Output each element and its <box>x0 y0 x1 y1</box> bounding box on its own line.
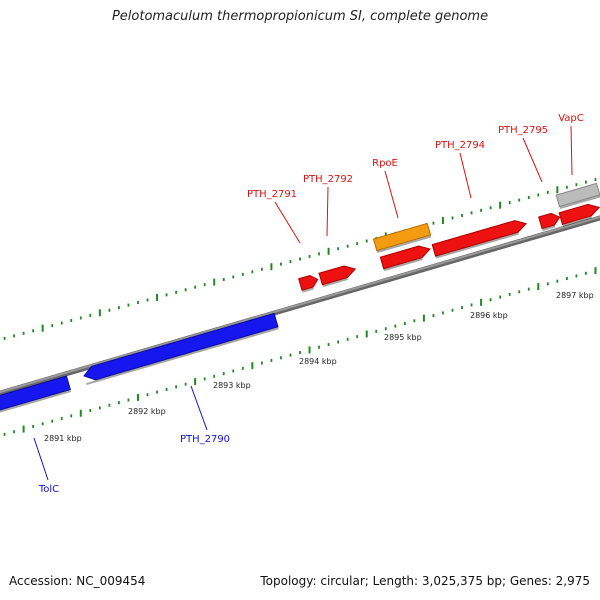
gene-tolc-shadow <box>0 390 72 415</box>
forward-gene-label: PTH_2791 <box>247 189 297 200</box>
forward-gene-label: RpoE <box>372 158 398 169</box>
reverse-leader-line <box>190 385 208 431</box>
gene-rpoe-highlight-shape <box>372 222 432 252</box>
forward-gene-label: PTH_2792 <box>303 174 353 185</box>
gene-pth-2794-shadow <box>435 232 519 259</box>
gene-pth-2791-shape <box>298 274 319 291</box>
kbp-tick-label: 2896 kbp <box>470 311 508 320</box>
backbone-highlight <box>0 215 600 394</box>
gene-vapc-shadow <box>562 216 592 227</box>
gene-tolc-shape <box>0 375 71 413</box>
kbp-tick-label: 2894 kbp <box>299 357 337 366</box>
gene-pth-2790-shape <box>83 312 279 381</box>
reverse-gene-label: PTH_2790 <box>180 434 230 445</box>
forward-gene-label: PTH_2795 <box>498 125 548 136</box>
gene-tolc <box>0 375 72 415</box>
kbp-tick-label: 2891 kbp <box>44 434 82 443</box>
kbp-tick-label: 2892 kbp <box>128 407 166 416</box>
kbp-tick-label: 2897 kbp <box>556 291 594 300</box>
gene-pth-2795-shape <box>538 212 561 230</box>
gene-vapc-shape <box>558 203 600 225</box>
gene-pth-2795-shadow <box>542 225 556 231</box>
tick-marks <box>3 178 597 436</box>
forward-leader-line <box>274 201 301 244</box>
kbp-tick-label: 2895 kbp <box>384 333 422 342</box>
gene-pth-2790 <box>83 312 279 386</box>
gene-labels: 2891 kbp 2892 kbp 2893 kbp 2894 kbp 2895 kbp… <box>33 113 594 495</box>
gene-vapc-grey-shadow <box>559 195 600 210</box>
forward-leader-line <box>326 186 329 237</box>
gene-pth-2792 <box>318 265 357 288</box>
gene-pth-2792-shadow <box>322 278 349 288</box>
gene-pth-2795 <box>538 212 561 231</box>
genome-title: Pelotomaculum thermopropionicum SI, comp… <box>111 9 489 24</box>
forward-leader-line <box>459 152 472 199</box>
gene-rpoe <box>379 245 431 272</box>
gene-pth-2794-shape <box>431 220 528 257</box>
gene-rpoe-shadow <box>383 258 423 272</box>
genome-summary-text: Topology: circular; Length: 3,025,375 bp… <box>260 574 590 588</box>
genes <box>0 182 600 415</box>
gene-pth-2790-shadow <box>86 327 279 386</box>
gene-vapc-grey <box>555 182 600 210</box>
reverse-gene-label: TolC <box>38 484 59 495</box>
forward-leader-line <box>384 170 399 219</box>
forward-leader-line <box>570 125 573 176</box>
gene-rpoe-highlight-shadow <box>376 235 432 253</box>
forward-gene-label: VapC <box>558 113 584 124</box>
gene-vapc <box>558 203 600 227</box>
forward-gene-label: PTH_2794 <box>435 140 485 151</box>
reverse-leader-line <box>33 437 49 481</box>
forward-leader-line <box>522 137 543 183</box>
gene-rpoe-highlight <box>372 222 432 253</box>
gene-pth-2791 <box>298 274 319 293</box>
gene-pth-2791-shadow <box>302 287 314 293</box>
gene-pth-2792-shape <box>318 265 357 286</box>
accession-text: Accession: NC_009454 <box>9 574 146 588</box>
gene-rpoe-shape <box>379 245 431 270</box>
kbp-tick-label: 2893 kbp <box>213 381 251 390</box>
gene-pth-2794 <box>431 220 528 259</box>
